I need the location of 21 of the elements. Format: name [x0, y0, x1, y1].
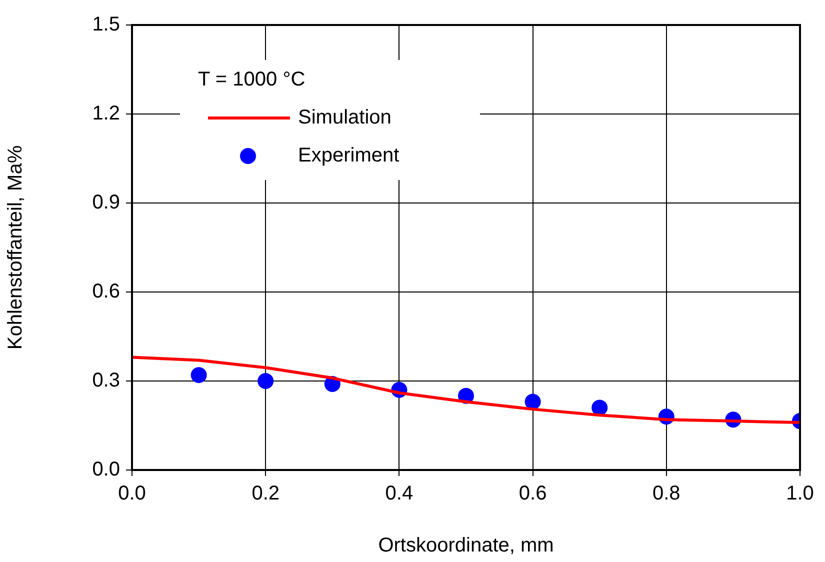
x-axis-title: Ortskoordinate, mm	[378, 534, 554, 557]
y-tick-label: 1.2	[92, 102, 120, 125]
legend-title: T = 1000 °C	[198, 68, 306, 91]
point	[592, 400, 608, 416]
x-tick-label: 0.6	[518, 482, 547, 505]
x-tick-label: 0.8	[652, 482, 680, 505]
legend-label: Experiment	[298, 144, 400, 167]
y-tick-label: 0.0	[92, 458, 120, 481]
y-tick-label: 0.9	[92, 192, 120, 214]
point	[524, 394, 541, 410]
legend-label: Simulation	[298, 106, 392, 129]
y-tick-label: 0.3	[92, 370, 120, 392]
y-tick-label: 1.5	[92, 14, 120, 36]
x-tick-label: 0.0	[118, 482, 146, 505]
x-tick-label: 0.4	[385, 482, 414, 505]
y-tick-label: 0.6	[92, 280, 120, 303]
x-tick-label: 1.0	[786, 482, 814, 505]
y-axis-title: Kohlenstoffanteil, Ma%	[4, 145, 27, 350]
x-tick-label: 0.2	[252, 482, 280, 505]
point	[258, 373, 274, 389]
point	[190, 367, 207, 384]
